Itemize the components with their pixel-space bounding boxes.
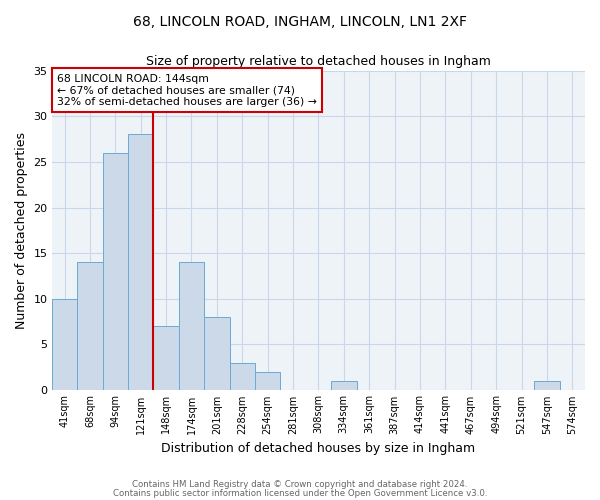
Bar xyxy=(331,381,356,390)
Text: Contains public sector information licensed under the Open Government Licence v3: Contains public sector information licen… xyxy=(113,488,487,498)
X-axis label: Distribution of detached houses by size in Ingham: Distribution of detached houses by size … xyxy=(161,442,475,455)
Bar xyxy=(204,317,230,390)
Bar xyxy=(255,372,280,390)
Bar xyxy=(154,326,179,390)
Bar xyxy=(52,299,77,390)
Bar xyxy=(534,381,560,390)
Bar xyxy=(128,134,154,390)
Text: 68 LINCOLN ROAD: 144sqm
← 67% of detached houses are smaller (74)
32% of semi-de: 68 LINCOLN ROAD: 144sqm ← 67% of detache… xyxy=(57,74,317,107)
Bar xyxy=(103,152,128,390)
Text: 68, LINCOLN ROAD, INGHAM, LINCOLN, LN1 2XF: 68, LINCOLN ROAD, INGHAM, LINCOLN, LN1 2… xyxy=(133,15,467,29)
Bar xyxy=(179,262,204,390)
Bar xyxy=(77,262,103,390)
Y-axis label: Number of detached properties: Number of detached properties xyxy=(15,132,28,329)
Text: Contains HM Land Registry data © Crown copyright and database right 2024.: Contains HM Land Registry data © Crown c… xyxy=(132,480,468,489)
Title: Size of property relative to detached houses in Ingham: Size of property relative to detached ho… xyxy=(146,55,491,68)
Bar xyxy=(230,362,255,390)
